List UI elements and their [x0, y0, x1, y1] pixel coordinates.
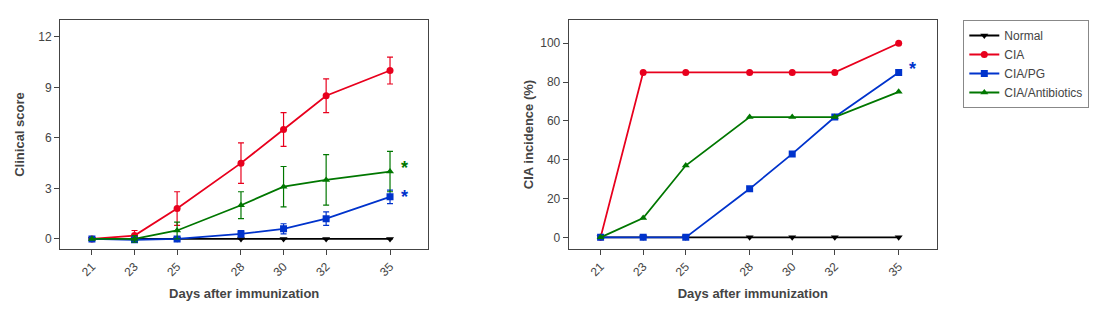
svg-text:Clinical score: Clinical score	[12, 92, 27, 177]
svg-text:CIA: CIA	[1004, 48, 1024, 62]
svg-text:100: 100	[540, 36, 560, 50]
svg-text:35: 35	[377, 260, 397, 280]
svg-text:21: 21	[79, 260, 99, 280]
svg-text:25: 25	[164, 260, 184, 280]
svg-text:CIA/PG: CIA/PG	[1004, 67, 1045, 81]
svg-text:21: 21	[588, 260, 608, 280]
svg-text:30: 30	[779, 260, 799, 280]
svg-text:*: *	[401, 158, 408, 178]
svg-text:28: 28	[737, 260, 757, 280]
svg-text:35: 35	[886, 260, 906, 280]
svg-text:60: 60	[547, 114, 561, 128]
svg-text:CIA incidence (%): CIA incidence (%)	[521, 80, 536, 189]
svg-text:*: *	[401, 187, 408, 207]
svg-text:40: 40	[547, 153, 561, 167]
svg-text:0: 0	[554, 231, 561, 245]
svg-text:23: 23	[122, 260, 142, 280]
svg-text:Normal: Normal	[1004, 29, 1043, 43]
svg-text:0: 0	[45, 232, 52, 246]
svg-text:CIA/Antibiotics: CIA/Antibiotics	[1004, 86, 1082, 100]
svg-text:28: 28	[228, 260, 248, 280]
svg-text:*: *	[909, 59, 916, 79]
svg-text:20: 20	[547, 192, 561, 206]
svg-text:12: 12	[38, 30, 52, 44]
svg-text:25: 25	[673, 260, 693, 280]
svg-text:32: 32	[822, 260, 842, 280]
svg-text:9: 9	[45, 81, 52, 95]
svg-text:32: 32	[313, 260, 333, 280]
svg-text:Days after immunization: Days after immunization	[678, 286, 828, 301]
svg-text:80: 80	[547, 75, 561, 89]
svg-text:6: 6	[45, 131, 52, 145]
svg-text:30: 30	[271, 260, 291, 280]
svg-text:Days after immunization: Days after immunization	[169, 286, 319, 301]
svg-text:23: 23	[630, 260, 650, 280]
svg-text:3: 3	[45, 182, 52, 196]
